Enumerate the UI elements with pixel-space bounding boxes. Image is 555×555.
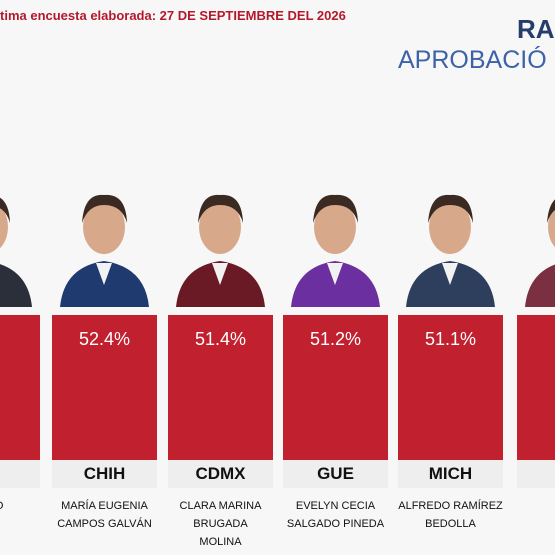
silhouette <box>283 185 388 307</box>
name-line: BEDOLLA <box>425 518 476 530</box>
date-line: tima encuesta elaborada: 27 DE SEPTIEMBR… <box>0 8 346 23</box>
silhouette <box>0 185 40 307</box>
approval-value: 5 <box>517 315 555 460</box>
state-label: Q <box>517 460 555 488</box>
candidate-card: %PARDODONA <box>0 185 40 555</box>
candidate-photo <box>283 185 388 307</box>
state-label: CHIH <box>52 460 157 488</box>
candidate-name: MARÍA EUGENIA CAMPOS GALVÁN <box>42 497 167 533</box>
approval-value: 52.4% <box>52 315 157 460</box>
name-line: CAMPOS GALVÁN <box>57 518 152 530</box>
candidate-name: ALFREDO RAMÍREZ BEDOLLA <box>388 497 513 533</box>
candidate-photo <box>168 185 273 307</box>
candidate-name: ARDODONA <box>0 497 50 551</box>
candidate-card: 51.4% CDMX CLARA MARINA BRUGADA MOLINA <box>168 185 273 555</box>
name-line: LE <box>507 533 555 551</box>
state-label: MICH <box>398 460 503 488</box>
subtitle: APROBACIÓ <box>398 46 547 74</box>
name-line: MOLINA <box>199 536 242 548</box>
state-label: GUE <box>283 460 388 488</box>
candidate-card: 51.2% GUE EVELYN CECIA SALGADO PINEDA <box>283 185 388 555</box>
name-line: EVELYN CECIA <box>295 500 376 512</box>
name-line: MARÍA EUGENIA <box>61 500 148 512</box>
title: RA <box>517 14 555 44</box>
candidate-name: MARHERLE <box>507 497 555 551</box>
approval-value: 51.2% <box>283 315 388 460</box>
candidate-photo <box>0 185 40 307</box>
approval-value: 51.4% <box>168 315 273 460</box>
name-line: CLARA MARINA <box>179 500 262 512</box>
approval-value: 51.1% <box>398 315 503 460</box>
silhouette <box>517 185 555 307</box>
name-line: SALGADO PINEDA <box>286 518 385 530</box>
candidate-name: CLARA MARINA BRUGADA MOLINA <box>158 497 283 551</box>
name-line: NA <box>0 533 50 551</box>
state-label: CDMX <box>168 460 273 488</box>
candidate-photo <box>517 185 555 307</box>
name-line: MAR <box>507 497 555 515</box>
silhouette <box>398 185 503 307</box>
silhouette <box>52 185 157 307</box>
name-line: HER <box>507 515 555 533</box>
name-line: ALFREDO RAMÍREZ <box>398 500 503 512</box>
candidate-photo <box>52 185 157 307</box>
candidate-card: 51.1% MICH ALFREDO RAMÍREZ BEDOLLA <box>398 185 503 555</box>
approval-value: % <box>0 315 40 460</box>
candidate-photo <box>398 185 503 307</box>
candidate-name: EVELYN CECIA SALGADO PINEDA <box>273 497 398 533</box>
candidate-card: 52.4% CHIH MARÍA EUGENIA CAMPOS GALVÁN <box>52 185 157 555</box>
name-line: BRUGADA <box>193 518 248 530</box>
silhouette <box>168 185 273 307</box>
name-line: ARDO <box>0 497 50 515</box>
state-label: P <box>0 460 40 488</box>
candidate-card: 5QMARHERLE <box>517 185 555 555</box>
